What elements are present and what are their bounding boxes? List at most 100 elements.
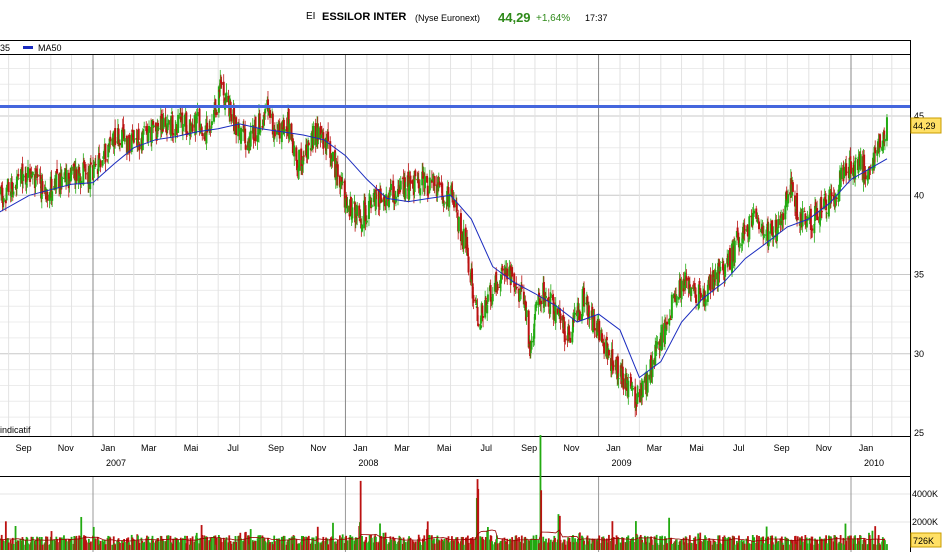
candle-down-body: [558, 307, 561, 313]
volume-down-bar: [792, 540, 794, 550]
candle-up-body: [818, 216, 821, 225]
candle-down-body: [427, 192, 430, 194]
candle-up-body: [148, 125, 151, 133]
volume-up-bar: [525, 538, 528, 550]
volume-up-bar: [70, 536, 73, 550]
candle-down-body: [21, 163, 24, 185]
candle-down-body: [471, 283, 474, 299]
candle-down-body: [300, 148, 303, 171]
candle-up-body: [592, 318, 595, 333]
candle-down-body: [172, 133, 175, 136]
candle-up-body: [706, 284, 709, 302]
candle-down-body: [138, 143, 141, 151]
candle-down-body: [2, 199, 5, 205]
candle-up-body: [665, 325, 668, 332]
volume-up-bar: [448, 542, 451, 550]
candle-down-body: [185, 112, 188, 135]
volume-up-bar: [14, 526, 17, 550]
volume-down-bar: [845, 540, 848, 550]
volume-down-bar: [172, 538, 175, 550]
candle-up-body: [690, 287, 693, 297]
volume-up-bar: [184, 535, 186, 550]
volume-up-bar: [326, 538, 329, 550]
volume-down-bar: [864, 539, 867, 550]
candle-up-body: [580, 313, 583, 321]
volume-down-bar: [874, 526, 877, 550]
volume-up-bar: [806, 543, 809, 550]
volume-down-bar: [380, 536, 383, 550]
candle-up-body: [12, 191, 15, 195]
volume-down-bar: [578, 532, 581, 550]
candle-up-body: [142, 129, 145, 135]
volume-down-bar: [695, 543, 697, 550]
volume-up-bar: [753, 537, 756, 550]
candle-down-body: [358, 205, 361, 218]
candle-down-body: [278, 123, 281, 139]
volume-up-bar: [457, 543, 460, 550]
volume-up-bar: [680, 539, 683, 550]
candle-down-body: [771, 220, 774, 236]
volume-down-bar: [269, 542, 271, 550]
volume-down-bar: [729, 537, 731, 550]
candle-up-body: [48, 194, 51, 201]
candle-up-body: [837, 189, 840, 203]
volume-down-bar: [666, 543, 668, 550]
volume-up-bar: [399, 537, 402, 550]
volume-down-bar: [114, 544, 117, 550]
volume-up-bar: [854, 535, 857, 550]
volume-down-bar: [796, 536, 799, 550]
candle-up-body: [108, 138, 111, 150]
volume-down-bar: [850, 535, 852, 550]
candle-down-body: [106, 159, 109, 161]
candle-up-body: [827, 195, 830, 217]
candle-down-body: [685, 276, 688, 281]
volume-down-bar: [186, 538, 189, 550]
candle-up-body: [767, 231, 770, 247]
volume-down-bar: [247, 535, 250, 550]
month-label: Jan: [859, 443, 874, 453]
candle-up-body: [358, 215, 361, 218]
volume-up-bar: [825, 543, 828, 550]
candle-up-body: [60, 176, 63, 187]
candle-down-body: [302, 155, 305, 157]
candle-up-body: [217, 86, 220, 113]
candle-up-body: [762, 234, 765, 238]
candle-up-body: [857, 156, 860, 173]
candle-up-body: [307, 140, 310, 159]
candle-up-body: [448, 193, 451, 208]
candle-down-body: [329, 141, 332, 158]
candle-down-body: [0, 185, 3, 189]
candle-down-body: [489, 285, 492, 302]
candle-up-body: [330, 153, 333, 167]
candle-up-body: [177, 114, 180, 133]
candle-up-body: [636, 392, 639, 398]
candle-down-body: [603, 342, 606, 354]
candle-up-body: [514, 286, 517, 289]
candle-up-body: [649, 359, 652, 383]
candle-down-body: [762, 225, 765, 236]
volume-down-bar: [75, 535, 78, 550]
volume-down-bar: [564, 544, 567, 550]
volume-down-bar: [650, 539, 653, 550]
grid: [0, 55, 910, 436]
candle-down-body: [426, 176, 429, 183]
candle-up-body: [558, 311, 561, 314]
candle-up-body: [413, 170, 416, 193]
candle-up-body: [166, 123, 169, 131]
candle-down-body: [695, 294, 698, 303]
candle-up-body: [133, 138, 136, 140]
volume-up-bar: [583, 544, 586, 550]
candle-up-body: [713, 277, 716, 288]
month-label: Jan: [101, 443, 116, 453]
candle-down-body: [295, 147, 298, 161]
candle-down-body: [349, 197, 352, 217]
volume-down-bar: [524, 536, 527, 550]
candle-up-body: [317, 127, 320, 139]
candle-down-body: [307, 142, 310, 146]
candle-down-body: [556, 308, 559, 315]
month-label: Jul: [733, 443, 745, 453]
volume-down-bar: [273, 541, 276, 550]
volume-down-bar: [90, 541, 92, 550]
candle-down-body: [96, 168, 99, 174]
candle-down-body: [755, 208, 758, 219]
